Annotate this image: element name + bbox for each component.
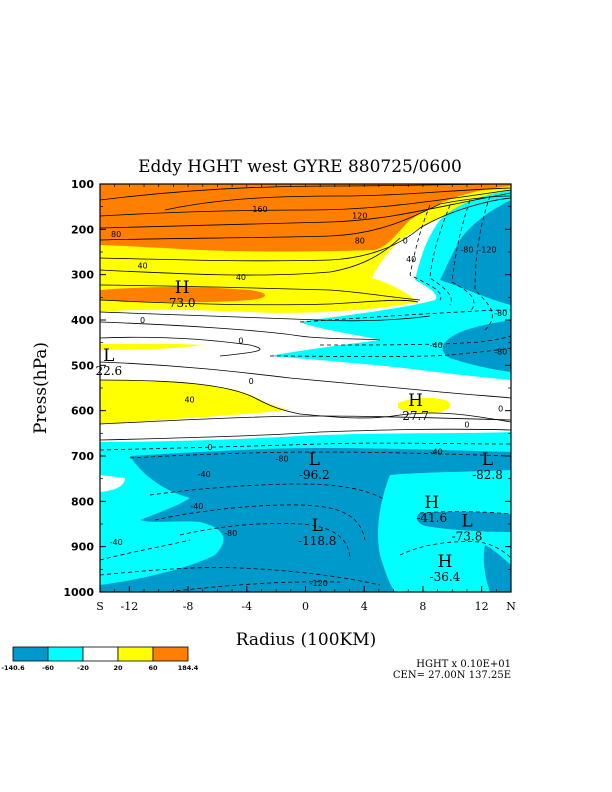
contour-label: -40 [110, 538, 123, 547]
contour-label: 40 [184, 395, 194, 404]
colorbar-label: 184.4 [178, 664, 199, 672]
extremum-value: 73.0 [169, 296, 196, 310]
x-tick-label: N [506, 600, 516, 613]
extremum-value: -36.4 [430, 570, 461, 584]
fill-orange-h73 [100, 287, 265, 303]
colorbar-label: -20 [77, 664, 89, 672]
y-tick-label: 1000 [63, 586, 94, 599]
fill-yellow-mid-left [100, 380, 290, 424]
colorbar-bin [117, 646, 154, 662]
contour-label: 160 [252, 205, 267, 214]
extremum-marker: H [424, 493, 439, 513]
contour-label: 40 [236, 273, 246, 282]
extremum-marker: L [309, 450, 320, 470]
y-tick-label: 200 [71, 223, 94, 236]
fill-blue-bottomright [483, 545, 511, 592]
contour-label: 40 [137, 262, 147, 271]
extremum-marker: H [408, 391, 423, 411]
y-axis-label: Press(hPa) [31, 342, 51, 434]
colorbar-bin [12, 646, 49, 662]
contour-label: 40 [406, 255, 416, 264]
extremum-marker: L [461, 511, 472, 531]
contour-label: -120 [478, 246, 496, 255]
extremum-value: -118.8 [298, 534, 336, 548]
contour-label: 0 [403, 237, 408, 246]
y-tick-label: 700 [71, 450, 94, 463]
fill-orange-upper [100, 184, 511, 252]
contour-label: -40 [430, 447, 443, 456]
colorbar-bin [47, 646, 84, 662]
contour-label: -80 [460, 246, 473, 255]
extremum-value: -96.2 [299, 468, 330, 482]
fill-blue-right [440, 200, 511, 305]
x-tick-label: -4 [241, 600, 252, 613]
y-tick-label: 600 [71, 405, 94, 418]
annotation-center: CEN= 27.00N 137.25E [393, 670, 511, 681]
extremum-value: 27.7 [402, 409, 429, 423]
fill-yellow-lowleft [100, 343, 205, 350]
y-tick-label: 300 [71, 269, 94, 282]
contour-label: -40 [198, 470, 211, 479]
extremum-marker: L [312, 516, 323, 536]
colorbar-label: -60 [42, 664, 54, 672]
x-tick-label: S [96, 600, 104, 613]
contour-label: 0 [238, 336, 243, 345]
colorbar-label: -140.6 [1, 664, 25, 672]
contour-label: -80 [224, 529, 237, 538]
fill-yellow-h27 [398, 397, 451, 413]
contour-label: 0 [249, 377, 254, 386]
x-ticks: S -12 -8 -4 0 4 8 12 N [96, 184, 516, 613]
fill-cyan-right [270, 190, 511, 380]
annotation-scale: HGHT x 0.10E+01 [416, 659, 511, 670]
contour-label: -40 [430, 341, 443, 350]
x-tick-label: 8 [419, 600, 426, 613]
contour-label: 0 [498, 404, 503, 413]
x-tick-label: 12 [475, 600, 489, 613]
contour-label: 80 [111, 230, 121, 239]
extremum-value: -73.8 [452, 529, 483, 543]
contour-fills [100, 184, 511, 592]
y-tick-label: 800 [71, 495, 94, 508]
extremum-marker: L [103, 346, 114, 366]
x-axis-label: Radius (100KM) [236, 630, 377, 650]
y-tick-label: 900 [71, 541, 94, 554]
extremum-marker: L [482, 450, 493, 470]
contour-value-labels: 160 120 80 80 40 40 40 0 0 0 0 0 0 0 40 -40 -40 -40 -40 -40… [110, 205, 508, 588]
contour-label: -80 [494, 348, 507, 357]
extremum-value: -82.8 [472, 468, 503, 482]
fill-blue-l73 [416, 511, 511, 532]
contour-label: 80 [355, 237, 365, 246]
extremum-value: 22.6 [95, 364, 122, 378]
x-tick-label: 0 [302, 600, 309, 613]
fill-white-strip [100, 475, 125, 492]
y-tick-label: 100 [71, 178, 94, 191]
x-tick-label: -12 [120, 600, 138, 613]
chart-title: Eddy HGHT west GYRE 880725/0600 [138, 157, 462, 177]
contour-label: -80 [275, 454, 288, 463]
contour-label: 0 [140, 316, 145, 325]
contour-label: -40 [190, 502, 203, 511]
contour-label: 120 [352, 212, 367, 221]
extremum-marker: H [175, 278, 190, 298]
x-tick-label: -8 [183, 600, 194, 613]
x-tick-label: 4 [361, 600, 368, 613]
extremum-marker: H [438, 552, 453, 572]
colorbar-label: 20 [113, 664, 123, 672]
y-tick-label: 500 [71, 359, 94, 372]
contour-label: 0 [464, 420, 469, 429]
y-tick-label: 400 [71, 314, 94, 327]
fill-blue-lower [100, 448, 511, 592]
fill-blue-right2 [442, 320, 511, 372]
colorbar: -140.6 -60 -20 20 60 184.4 [1, 646, 199, 672]
contour-label: -80 [494, 309, 507, 318]
contour-label: -120 [310, 579, 328, 588]
colorbar-bin [82, 646, 119, 662]
colorbar-bin [152, 646, 189, 662]
contour-label: 0 [208, 443, 213, 452]
extremum-value: -41.6 [416, 511, 447, 525]
colorbar-label: 60 [148, 664, 158, 672]
